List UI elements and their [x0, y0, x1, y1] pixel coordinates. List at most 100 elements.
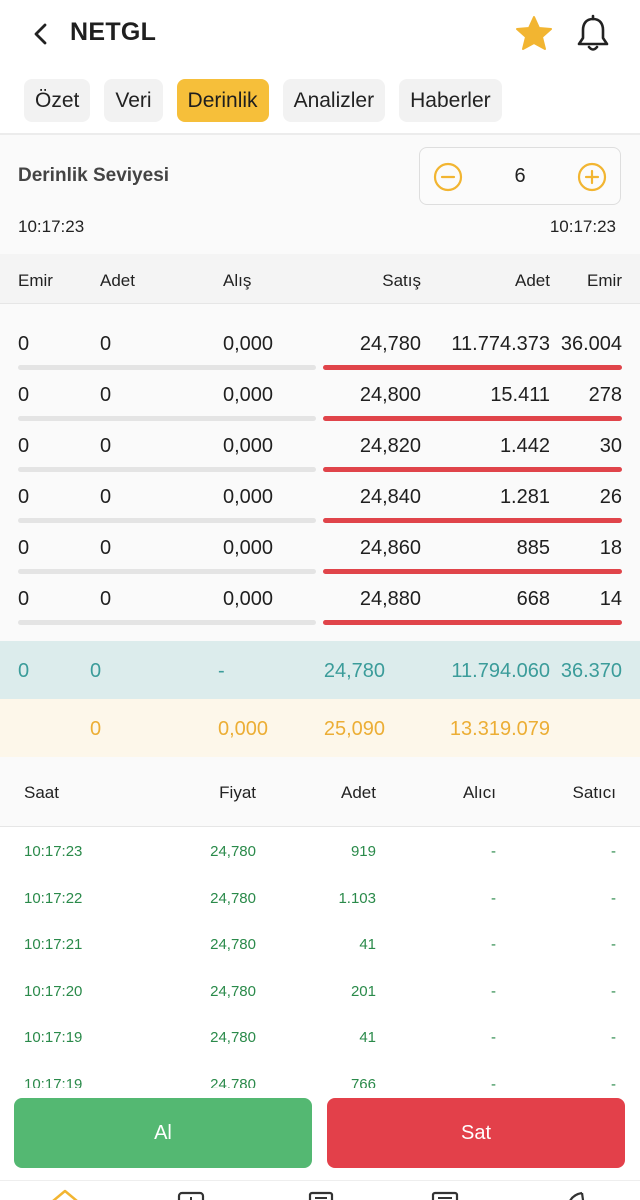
buy-button[interactable]: Al [14, 1098, 312, 1168]
depth-total-row: 0 0 - 24,780 11.794.060 36.370 [0, 641, 640, 699]
orders-icon[interactable] [430, 1187, 460, 1200]
col-ask: Satış [382, 271, 421, 290]
bid-volume-bar [18, 416, 316, 421]
back-arrow-icon[interactable] [28, 20, 54, 48]
trades-list[interactable]: 10:17:23 24,780 919 - - 10:17:22 24,780 … [0, 828, 640, 1088]
plus-circle-icon[interactable] [576, 161, 608, 193]
ask-orders: 36.004 [560, 333, 622, 355]
depth-row[interactable]: 0 0 0,000 24,820 1.442 30 [0, 420, 640, 472]
bid-volume-bar [18, 569, 316, 574]
ask-volume-bar [323, 620, 622, 625]
ask-orders: 30 [599, 435, 622, 457]
tab-bar: Özet Veri Derinlik Analizler Haberler [24, 79, 502, 122]
trade-qty: 41 [359, 936, 376, 953]
trade-qty: 41 [359, 1029, 376, 1046]
trade-row: 10:17:22 24,780 1.103 - - [0, 875, 640, 922]
star-icon[interactable] [514, 14, 554, 52]
bid-orders: 0 [18, 588, 30, 610]
ask-volume-bar [323, 365, 622, 370]
ask-qty: 885 [516, 537, 550, 559]
home-icon[interactable] [50, 1187, 80, 1200]
col-price: Fiyat [219, 783, 256, 802]
bid-orders: 0 [18, 384, 30, 406]
depth-panel [0, 135, 640, 645]
bid-qty: 0 [100, 384, 112, 406]
trade-price: 24,780 [210, 1029, 256, 1046]
bid-price: 0,000 [223, 333, 274, 355]
depth-level-value: 6 [514, 165, 526, 187]
tab-derinlik[interactable]: Derinlik [176, 79, 269, 122]
app-header: NETGL [0, 0, 640, 68]
tab-haberler[interactable]: Haberler [399, 79, 502, 122]
bid-price: 0,000 [223, 537, 274, 559]
col-bid-qty: Adet [100, 271, 135, 290]
ask-qty: 668 [516, 588, 550, 610]
depth-row[interactable]: 0 0 0,000 24,840 1.281 26 [0, 471, 640, 523]
trade-price: 24,780 [210, 889, 256, 907]
col-qty: Adet [341, 783, 376, 802]
avg-ask: 25,090 [323, 718, 385, 740]
depth-row[interactable]: 0 0 0,000 24,800 15.411 278 [0, 369, 640, 421]
col-bid-orders: Emir [18, 271, 53, 290]
ask-volume-bar [323, 467, 622, 472]
trades-table-header: Saat Fiyat Adet Alıcı Satıcı [0, 757, 640, 827]
news-icon[interactable] [562, 1187, 592, 1200]
ask-volume-bar [323, 569, 622, 574]
trade-time: 10:17:23 [24, 843, 83, 860]
depth-row[interactable]: 0 0 0,000 24,860 885 18 [0, 522, 640, 574]
portfolio-icon[interactable] [306, 1187, 336, 1200]
trade-buyer: - [491, 1075, 496, 1089]
trade-price: 24,780 [210, 982, 256, 1000]
trade-time: 10:17:20 [24, 982, 83, 1000]
divider [0, 133, 640, 135]
tab-ozet[interactable]: Özet [24, 79, 91, 122]
bid-orders: 0 [18, 333, 30, 355]
ask-volume-bar [323, 416, 622, 421]
trade-row: 10:17:19 24,780 41 - - [0, 1014, 640, 1061]
ask-orders: 18 [599, 537, 622, 559]
ask-volume-bar [323, 518, 622, 523]
trade-seller: - [611, 843, 616, 860]
bid-price: 0,000 [223, 435, 274, 457]
ask-qty: 1.281 [499, 486, 550, 508]
bell-icon[interactable] [574, 14, 612, 54]
ask-price: 24,860 [359, 537, 421, 559]
minus-circle-icon[interactable] [432, 161, 464, 193]
chart-icon[interactable] [176, 1187, 206, 1200]
trade-buyer: - [491, 982, 496, 1000]
trade-time: 10:17:22 [24, 889, 83, 907]
sell-button[interactable]: Sat [327, 1098, 625, 1168]
depth-row[interactable]: 0 0 0,000 24,880 668 14 [0, 573, 640, 625]
trade-seller: - [611, 982, 616, 1000]
depth-row[interactable]: 0 0 0,000 24,780 11.774.373 36.004 [0, 318, 640, 370]
ask-orders: 14 [599, 588, 622, 610]
bid-price: 0,000 [223, 588, 274, 610]
bid-orders: 0 [18, 486, 30, 508]
avg-bid: 0,000 [218, 718, 269, 740]
tab-analizler[interactable]: Analizler [282, 79, 386, 122]
bid-timestamp: 10:17:23 [18, 217, 85, 236]
depth-average-row: 0 0,000 25,090 13.319.079 [0, 699, 640, 757]
tab-veri[interactable]: Veri [104, 79, 163, 122]
trade-buyer: - [491, 1029, 496, 1046]
trade-row: 10:17:23 24,780 919 - - [0, 828, 640, 875]
trade-row: 10:17:21 24,780 41 - - [0, 921, 640, 968]
trade-buyer: - [491, 889, 496, 907]
trade-price: 24,780 [210, 936, 256, 953]
trade-time: 10:17:21 [24, 936, 83, 953]
avg-ask-qty: 13.319.079 [449, 718, 550, 740]
trade-seller: - [611, 1029, 616, 1046]
total-ask-qty: 11.794.060 [451, 660, 550, 682]
bid-volume-bar [18, 518, 316, 523]
ask-price: 24,840 [359, 486, 421, 508]
ask-orders: 278 [588, 384, 622, 406]
trade-price: 24,780 [210, 843, 256, 860]
bid-qty: 0 [100, 537, 112, 559]
trade-time: 10:17:19 [24, 1029, 83, 1046]
bid-qty: 0 [100, 435, 112, 457]
col-time: Saat [24, 783, 59, 802]
bid-qty: 0 [100, 486, 112, 508]
trade-row: 10:17:19 24,780 766 - - [0, 1061, 640, 1089]
ask-qty: 15.411 [490, 384, 550, 406]
trade-row: 10:17:20 24,780 201 - - [0, 968, 640, 1015]
